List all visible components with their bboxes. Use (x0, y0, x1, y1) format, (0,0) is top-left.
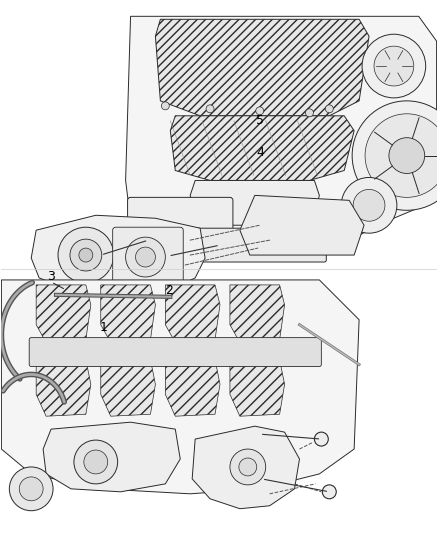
Polygon shape (165, 285, 220, 343)
Polygon shape (170, 116, 354, 181)
Circle shape (341, 177, 397, 233)
Text: 3: 3 (47, 270, 55, 282)
Circle shape (19, 477, 43, 501)
Polygon shape (240, 196, 364, 255)
Circle shape (161, 102, 170, 110)
Polygon shape (101, 285, 155, 343)
Polygon shape (36, 285, 91, 343)
FancyBboxPatch shape (113, 227, 183, 288)
Circle shape (256, 107, 264, 115)
Circle shape (79, 248, 93, 262)
Circle shape (84, 450, 108, 474)
Circle shape (9, 467, 53, 511)
Polygon shape (155, 19, 369, 116)
Polygon shape (43, 422, 180, 492)
Polygon shape (192, 426, 300, 508)
Circle shape (135, 247, 155, 267)
Circle shape (126, 237, 165, 277)
Circle shape (322, 485, 336, 499)
Circle shape (374, 46, 414, 86)
Polygon shape (126, 17, 437, 255)
Polygon shape (230, 285, 285, 343)
Text: 4: 4 (256, 146, 264, 159)
Circle shape (239, 458, 257, 476)
FancyBboxPatch shape (144, 228, 326, 262)
Polygon shape (230, 360, 285, 416)
Circle shape (362, 34, 426, 98)
Text: 5: 5 (256, 114, 265, 127)
Circle shape (389, 138, 425, 173)
Circle shape (206, 105, 214, 113)
Polygon shape (165, 360, 220, 416)
Circle shape (353, 189, 385, 221)
Circle shape (352, 101, 438, 211)
Circle shape (56, 286, 63, 293)
Text: 1: 1 (100, 321, 108, 334)
Polygon shape (101, 360, 155, 416)
Circle shape (314, 432, 328, 446)
Circle shape (52, 283, 66, 297)
Circle shape (305, 109, 314, 117)
Circle shape (365, 114, 438, 197)
Polygon shape (31, 215, 205, 295)
FancyBboxPatch shape (29, 337, 321, 367)
FancyBboxPatch shape (127, 197, 233, 258)
Polygon shape (190, 181, 319, 225)
Circle shape (74, 440, 118, 484)
Polygon shape (1, 280, 359, 494)
Circle shape (325, 105, 333, 113)
Polygon shape (36, 360, 91, 416)
Circle shape (58, 227, 114, 283)
Circle shape (70, 239, 102, 271)
Circle shape (230, 449, 266, 485)
Text: 2: 2 (165, 284, 173, 297)
